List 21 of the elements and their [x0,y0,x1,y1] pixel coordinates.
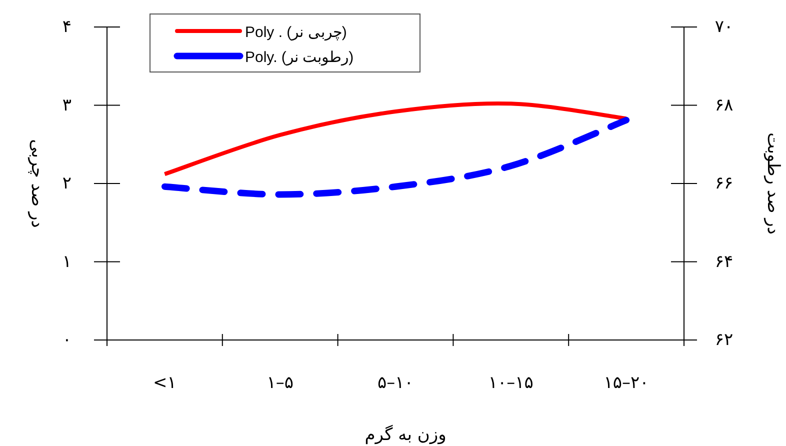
y2-axis-title: در صد رطوبت [763,132,783,234]
y2-tick-label: ۶۶ [714,174,734,194]
x-tick-label: <۱ [153,373,176,393]
y-tick-label: ۳ [62,95,72,116]
x-axis-title: وزن به گرم [364,424,446,445]
x-tick-label: ۵–۱۰ [378,373,414,393]
line-series [162,101,628,176]
x-tick-label: ۱–۵ [266,373,294,393]
y-axis-title: در صد چربی [27,139,47,228]
x-tick-label: ۱۵–۲۰ [604,373,649,393]
y2-tick-label: ۷۰ [714,17,734,37]
y2-tick-label: ۶۴ [714,252,734,272]
y-tick-label: ۰ [62,330,72,350]
y2-tick-label: ۶۲ [714,330,734,350]
y2-tick-label: ۶۸ [714,95,734,116]
legend-label: Poly . (چربی نر) [245,24,347,41]
y-tick-label: ۲ [62,174,72,194]
y-tick-label: ۱ [62,252,72,272]
y-tick-label: ۴ [62,17,72,37]
legend-label: Poly. (رطوبت نر) [245,49,354,66]
x-tick-label: ۱۰–۱۵ [488,373,534,393]
